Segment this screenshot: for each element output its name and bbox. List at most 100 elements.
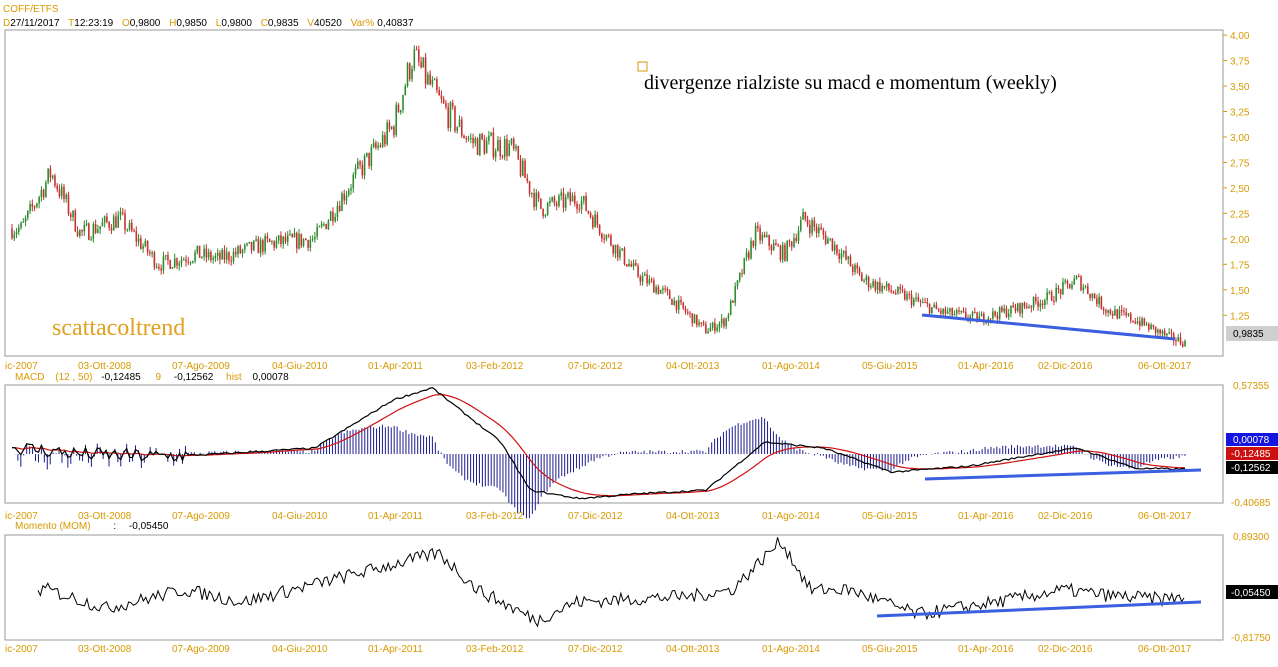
candle-body — [433, 79, 436, 81]
candle-body — [508, 143, 511, 156]
low-value: 0,9800 — [221, 18, 252, 29]
x-tick-label: ic-2007 — [5, 511, 38, 522]
candle-body — [47, 168, 49, 183]
candle-body — [1087, 286, 1089, 294]
price-trendline[interactable] — [921, 313, 1176, 341]
candle-body — [22, 221, 25, 223]
candle-body — [682, 302, 685, 309]
candle-body — [1059, 289, 1062, 295]
candle-body — [820, 227, 822, 230]
candle-body — [1075, 276, 1078, 279]
mom-sep: : — [113, 521, 116, 532]
mom-value: -0,05450 — [129, 521, 169, 532]
candle-body — [210, 251, 212, 261]
annotation-marker[interactable] — [637, 61, 648, 72]
candle-body — [262, 240, 264, 252]
candle-body — [302, 238, 305, 246]
varpct-value: 0,40837 — [377, 18, 414, 29]
candle-body — [1154, 326, 1157, 333]
macd-signal-param: 9 — [156, 372, 162, 383]
candle-body — [1179, 337, 1182, 344]
candle-body — [931, 307, 933, 314]
x-tick-label: 03-Feb-2012 — [466, 361, 524, 372]
candle-body — [214, 256, 217, 259]
candle-body — [818, 227, 820, 234]
momentum-line — [37, 537, 1185, 628]
candle-body — [1068, 283, 1071, 289]
candle-body — [598, 224, 601, 234]
candle-body — [149, 252, 151, 254]
macd-signal-badge-text: -0,12485 — [1231, 449, 1271, 460]
x-axes: ic-2007 03-Ott-2008 07-Ago-2009 04-Giu-2010… — [5, 361, 1192, 655]
candle-body — [1159, 329, 1161, 334]
candle-body — [671, 299, 673, 305]
candle-body — [241, 249, 244, 254]
candle-body — [483, 138, 486, 154]
candle-body — [115, 216, 117, 228]
candle-body — [205, 248, 208, 258]
candle-body — [1050, 292, 1053, 301]
mom-panel-frame — [4, 534, 1224, 641]
candle-body — [949, 308, 951, 312]
candle-body — [1089, 293, 1091, 298]
candle-body — [1105, 310, 1107, 313]
candle-body — [488, 135, 490, 141]
candle-body — [225, 252, 228, 260]
candle-body — [738, 272, 741, 281]
candle-body — [36, 203, 38, 207]
candle-body — [592, 216, 594, 228]
candle-body — [121, 211, 124, 214]
candle-body — [399, 110, 402, 113]
candle-body — [1125, 312, 1128, 316]
candle-body — [402, 95, 404, 111]
x-tick-label: 06-Ott-2017 — [1138, 511, 1192, 522]
candle-body — [1114, 309, 1116, 316]
mom-y-bottom: -0,81750 — [1231, 633, 1271, 644]
candle-body — [1093, 293, 1096, 299]
candle-body — [890, 289, 892, 292]
candle-body — [639, 276, 642, 282]
y-tick-label: 2,75 — [1230, 158, 1250, 169]
watermark: scattacoltrend — [52, 315, 185, 341]
candle-body — [140, 238, 142, 249]
mom-title: Momento (MOM) — [15, 521, 91, 532]
candle-body — [343, 193, 346, 201]
candle-body — [1010, 305, 1012, 314]
macd-line-badge — [1226, 461, 1278, 474]
mom-trendline[interactable] — [876, 600, 1202, 618]
candle-body — [196, 245, 199, 253]
high-value: 0,9850 — [176, 18, 207, 29]
candle-body — [892, 291, 895, 294]
candle-body — [664, 288, 666, 290]
candle-body — [1066, 280, 1069, 284]
annotation-text[interactable]: divergenze rialziste su macd e momentum … — [644, 72, 1057, 94]
x-tick-label: 05-Giu-2015 — [862, 511, 918, 522]
x-tick-label: 06-Ott-2017 — [1138, 644, 1192, 655]
candle-body — [709, 327, 712, 332]
x-tick-label: 04-Giu-2010 — [272, 644, 328, 655]
candle-body — [915, 297, 917, 299]
candle-body — [813, 220, 816, 227]
close-key: C — [261, 18, 268, 29]
macd-signal-badge — [1226, 447, 1278, 460]
candle-body — [838, 253, 841, 259]
candle-body — [1062, 281, 1064, 295]
candle-body — [605, 235, 608, 240]
candle-body — [1032, 296, 1035, 308]
time-key: T — [68, 18, 74, 29]
macd-trendline[interactable] — [924, 468, 1202, 481]
candle-body — [777, 245, 779, 247]
x-tick-label: 05-Giu-2015 — [862, 644, 918, 655]
candle-body — [408, 63, 411, 80]
macd-line — [11, 387, 1186, 500]
candle-body — [879, 281, 881, 292]
varpct-key: Var% — [351, 18, 375, 29]
candle-body — [176, 258, 178, 266]
candle-body — [702, 322, 705, 325]
candle-body — [836, 244, 838, 254]
candle-body — [718, 323, 721, 328]
macd-hist-badge — [1226, 433, 1278, 446]
candle-body — [167, 255, 169, 261]
candle-body — [112, 216, 115, 231]
candle-body — [540, 198, 542, 209]
